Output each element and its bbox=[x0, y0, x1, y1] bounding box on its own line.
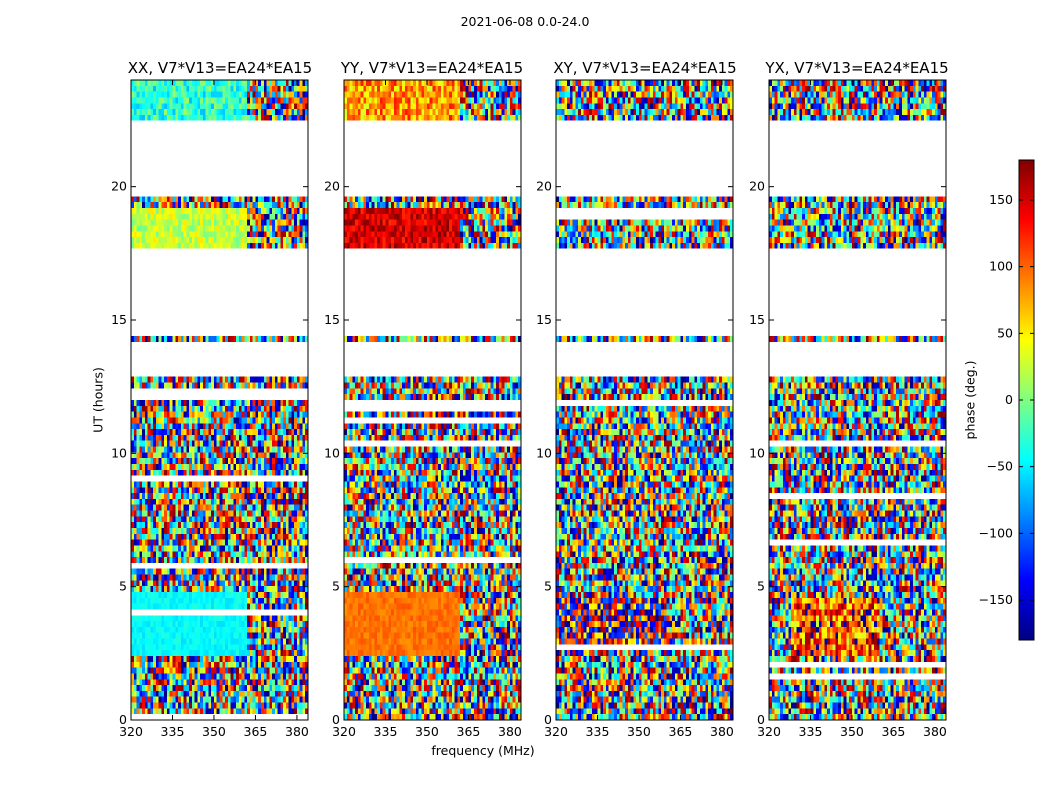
colorbar-tick-label: 0 bbox=[1005, 392, 1013, 407]
y-tick-label: 20 bbox=[536, 179, 552, 194]
heatmap-cells bbox=[344, 80, 521, 720]
y-tick-label: 15 bbox=[324, 312, 340, 327]
x-tick-label: 365 bbox=[882, 724, 906, 739]
heatmap-cells bbox=[556, 80, 733, 720]
y-tick-label: 5 bbox=[757, 579, 765, 594]
panel-frame bbox=[555, 79, 734, 721]
x-tick-label: 335 bbox=[161, 724, 185, 739]
x-tick-label: 350 bbox=[415, 724, 439, 739]
colorbar: −150 −100 −50 0 50 100 150 bbox=[979, 159, 1035, 641]
figure-title: 2021-06-08 0.0-24.0 bbox=[460, 14, 590, 29]
panel-0: 0 5 10 15 20 320 335 350 365 380 bbox=[111, 79, 309, 739]
x-tick-label: 335 bbox=[374, 724, 398, 739]
x-tick-label: 335 bbox=[799, 724, 823, 739]
y-tick-label: 10 bbox=[111, 445, 127, 460]
x-tick-label: 365 bbox=[244, 724, 268, 739]
y-tick-label: 0 bbox=[119, 712, 127, 727]
colorbar-tick-label: −50 bbox=[987, 459, 1013, 474]
y-tick-label: 0 bbox=[757, 712, 765, 727]
x-tick-label: 365 bbox=[669, 724, 693, 739]
x-tick-label: 320 bbox=[544, 724, 568, 739]
panel-frame bbox=[768, 79, 947, 721]
x-tick-label: 350 bbox=[202, 724, 226, 739]
y-tick-label: 15 bbox=[536, 312, 552, 327]
y-tick-label: 10 bbox=[749, 445, 765, 460]
y-tick-label: 10 bbox=[536, 445, 552, 460]
panel-2: 0 5 10 15 20 320 335 350 365 380 bbox=[536, 79, 734, 739]
panel-3: 0 5 10 15 20 320 335 350 365 380 bbox=[749, 79, 947, 739]
y-tick-label: 15 bbox=[749, 312, 765, 327]
colorbar-tick-label: 50 bbox=[997, 325, 1013, 340]
x-tick-label: 380 bbox=[923, 724, 947, 739]
panel-title-xy: XY, V7*V13=EA24*EA15 bbox=[553, 59, 737, 77]
heatmap-cells bbox=[131, 80, 308, 720]
y-tick-label: 20 bbox=[749, 179, 765, 194]
panel-title-xx: XX, V7*V13=EA24*EA15 bbox=[127, 59, 313, 77]
heatmap-cells bbox=[769, 80, 946, 720]
x-tick-label: 335 bbox=[586, 724, 610, 739]
x-tick-label: 320 bbox=[119, 724, 143, 739]
panel-frame bbox=[343, 79, 522, 721]
panel-frame bbox=[130, 79, 309, 721]
x-tick-label: 365 bbox=[457, 724, 481, 739]
y-tick-label: 5 bbox=[332, 579, 340, 594]
y-tick-label: 15 bbox=[111, 312, 127, 327]
x-tick-label: 320 bbox=[757, 724, 781, 739]
y-tick-label: 10 bbox=[324, 445, 340, 460]
x-axis-label: frequency (MHz) bbox=[431, 743, 535, 758]
panel-1: 0 5 10 15 20 320 335 350 365 380 bbox=[324, 79, 522, 739]
x-tick-label: 350 bbox=[840, 724, 864, 739]
colorbar-tick-label: −100 bbox=[979, 525, 1013, 540]
x-tick-label: 380 bbox=[710, 724, 734, 739]
x-tick-label: 350 bbox=[627, 724, 651, 739]
panel-title-yx: YX, V7*V13=EA24*EA15 bbox=[765, 59, 949, 77]
y-tick-label: 0 bbox=[332, 712, 340, 727]
y-tick-label: 0 bbox=[544, 712, 552, 727]
panel-title-yy: YY, V7*V13=EA24*EA15 bbox=[340, 59, 524, 77]
colorbar-tick-label: 100 bbox=[989, 259, 1013, 274]
x-tick-label: 320 bbox=[332, 724, 356, 739]
y-tick-label: 20 bbox=[111, 179, 127, 194]
y-tick-label: 20 bbox=[324, 179, 340, 194]
x-tick-label: 380 bbox=[285, 724, 309, 739]
colorbar-tick-label: −150 bbox=[979, 592, 1013, 607]
x-tick-label: 380 bbox=[498, 724, 522, 739]
y-tick-label: 5 bbox=[544, 579, 552, 594]
colorbar-tick-label: 150 bbox=[989, 192, 1013, 207]
y-tick-label: 5 bbox=[119, 579, 127, 594]
